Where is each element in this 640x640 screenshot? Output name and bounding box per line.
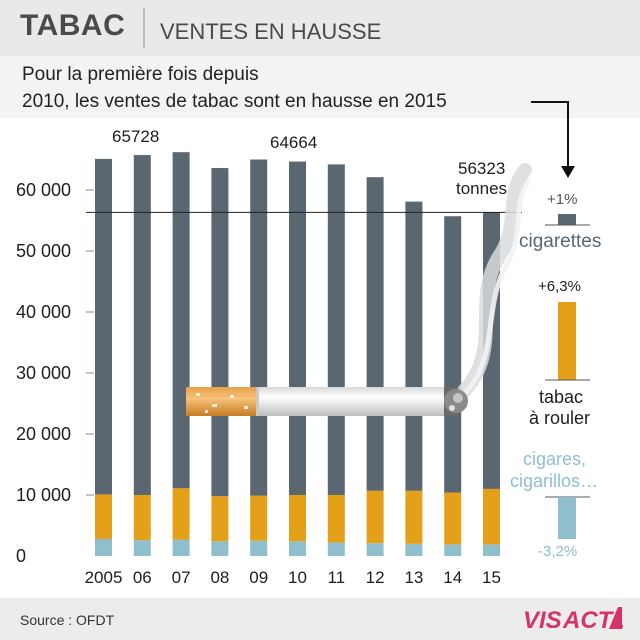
bar-cigarettes-2005 <box>95 158 112 495</box>
x-tick-label: 12 <box>366 568 385 587</box>
bar-cigares-12 <box>366 543 384 556</box>
label-unit: tonnes <box>456 179 508 198</box>
y-tick-label: 40 000 <box>16 302 71 322</box>
bar-cigarettes-10 <box>289 161 306 495</box>
cigarette-icon <box>186 387 468 416</box>
bar-cigarettes-07 <box>172 152 190 489</box>
y-tick-label: 30 000 <box>16 363 71 383</box>
header-divider <box>143 8 145 48</box>
arrow-icon <box>531 101 569 170</box>
bar-rouler-08 <box>211 496 229 542</box>
intro-band <box>0 56 640 118</box>
bar-rouler-12 <box>366 490 384 544</box>
arrow-head-icon <box>561 166 575 178</box>
cigarettes-legend-label: cigarettes <box>519 231 602 252</box>
x-tick-label: 06 <box>133 568 152 587</box>
cigarettes-change-swatch <box>558 214 576 225</box>
rouler-change-label: +6,3% <box>538 278 581 295</box>
bar-cigares-06 <box>133 540 151 556</box>
source-text: Source : OFDT <box>20 612 115 628</box>
header-subtitle: VENTES EN HAUSSE <box>160 19 382 44</box>
x-axis-labels: 2005 06 07 08 09 10 11 12 13 14 15 <box>85 568 501 587</box>
x-tick-label: 14 <box>443 568 462 587</box>
smoke-icon <box>463 179 531 395</box>
cigarettes-change-label: +1% <box>547 191 578 208</box>
bar-chart: 0 10 000 20 000 30 000 40 000 50 000 60 000 20… <box>16 101 590 587</box>
x-tick-label: 07 <box>172 568 191 587</box>
y-tick-label: 10 000 <box>16 485 71 505</box>
rouler-legend-label-2: à rouler <box>529 408 591 428</box>
header-title: TABAC <box>20 9 126 42</box>
rouler-legend-label-1: tabac <box>539 387 584 407</box>
footer-band <box>0 598 640 640</box>
bar-cigarettes-13 <box>405 201 423 491</box>
x-tick-label: 15 <box>482 568 501 587</box>
x-tick-label: 13 <box>404 568 423 587</box>
bar-cigarettes-11 <box>327 164 345 495</box>
bar-cigares-14 <box>444 544 462 556</box>
rouler-change-swatch <box>558 302 576 380</box>
x-tick-label: 09 <box>249 568 268 587</box>
label-2006-value: 65728 <box>112 127 160 146</box>
bar-cigares-13 <box>405 543 423 556</box>
bar-cigarettes-06 <box>133 155 151 495</box>
x-tick-label: 11 <box>327 568 345 587</box>
bar-rouler-07 <box>172 488 190 540</box>
y-tick-label: 20 000 <box>16 424 71 444</box>
header-bar <box>0 0 640 56</box>
bar-cigares-09 <box>250 540 268 556</box>
label-2015-value: 56323 <box>458 159 506 178</box>
brand-text-vis: VIS <box>523 607 562 633</box>
bar-cigares-08 <box>211 541 229 556</box>
y-tick-label: 0 <box>16 546 26 566</box>
bar-cigarettes-14 <box>444 216 462 493</box>
x-tick-label: 10 <box>288 568 307 587</box>
bar-rouler-11 <box>327 495 345 543</box>
bar-rouler-06 <box>133 495 151 541</box>
bar-cigares-07 <box>172 539 190 556</box>
bar-rouler-10 <box>289 495 306 542</box>
bar-rouler-13 <box>405 490 423 544</box>
bar-rouler-15 <box>483 488 500 545</box>
x-tick-label: 2005 <box>85 568 123 587</box>
cigares-legend-label-1: cigares, <box>523 449 587 469</box>
bar-cigares-2005 <box>95 538 112 556</box>
x-tick-label: 08 <box>210 568 229 587</box>
bar-rouler-14 <box>444 492 462 545</box>
y-tick-label: 60 000 <box>16 180 71 200</box>
y-tick-label: 50 000 <box>16 241 71 261</box>
cigares-change-swatch <box>558 497 576 539</box>
label-2010-value: 64664 <box>270 133 318 152</box>
cigares-change-label: -3,2% <box>538 543 578 560</box>
bar-cigares-10 <box>289 541 306 556</box>
visactu-logo: VIS ACTU <box>523 607 623 633</box>
y-axis-ticks: 0 10 000 20 000 30 000 40 000 50 000 60 000 <box>16 180 94 566</box>
intro-line-1: Pour la première fois depuis <box>22 64 259 85</box>
bar-cigares-11 <box>327 542 345 556</box>
cigares-legend-label-2: cigarillos… <box>510 471 599 491</box>
bar-cigares-15 <box>483 544 500 556</box>
bar-cigarettes-08 <box>211 168 229 497</box>
bar-cigarettes-09 <box>250 159 268 496</box>
bar-rouler-09 <box>250 495 268 541</box>
intro-line-2: 2010, les ventes de tabac sont en hausse… <box>22 91 447 112</box>
bar-rouler-2005 <box>95 494 112 539</box>
brand-mark-icon <box>609 607 622 629</box>
bar-cigarettes-12 <box>366 177 384 491</box>
